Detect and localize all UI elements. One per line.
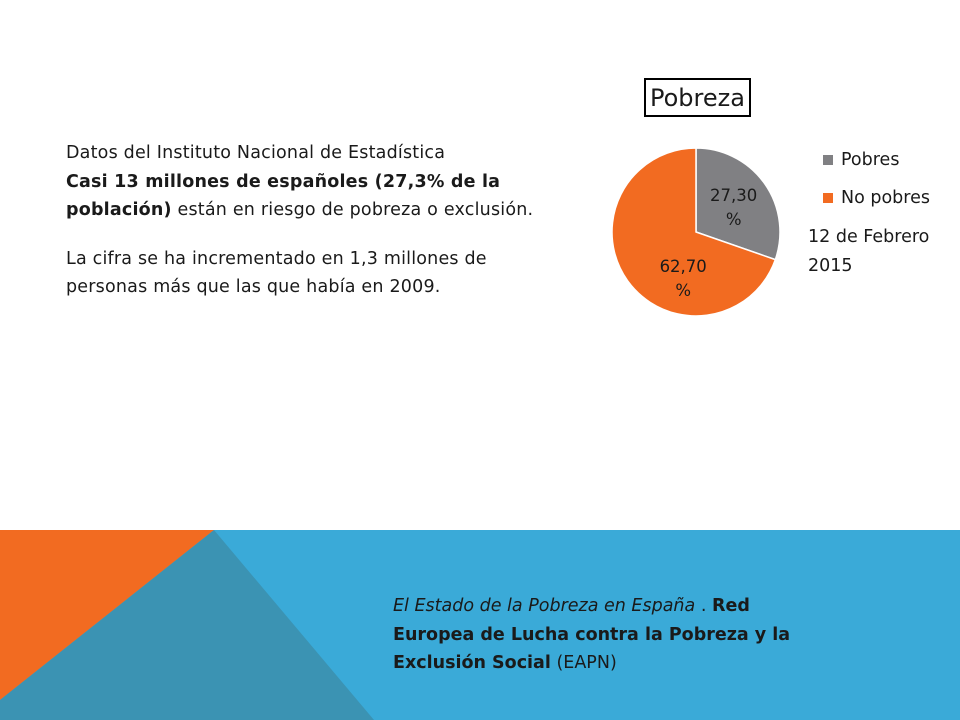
chart-legend: Pobres No pobres	[823, 150, 930, 226]
date-note: 12 de Febrero 2015	[808, 227, 930, 276]
pie-label-no-pobres: 62,70%	[660, 257, 707, 300]
pie-chart: 27,30 %62,70%	[611, 147, 781, 317]
body-paragraph-1: Datos del Instituto Nacional de Estadíst…	[66, 139, 536, 225]
body-line-1: Datos del Instituto Nacional de Estadíst…	[66, 143, 446, 163]
legend-label-pobres: Pobres	[841, 150, 900, 170]
pie-slice-pobres	[695, 147, 781, 261]
body-text: Datos del Instituto Nacional de Estadíst…	[66, 139, 536, 302]
footer-separator: .	[695, 596, 712, 616]
footer-tail: (EAPN)	[550, 653, 617, 673]
pie-label-pobres: 27,30%	[710, 186, 757, 229]
legend-item-no-pobres: No pobres	[823, 188, 930, 208]
body-rest-statement: están en riesgo de pobreza o exclusión.	[171, 200, 534, 220]
pie-slice-no-pobres	[611, 147, 777, 317]
footer-citation: El Estado de la Pobreza en España . Red …	[393, 592, 833, 678]
footer-bold-organization: Red Europea de Lucha contra la Pobreza y…	[393, 596, 791, 673]
footer-italic-title: El Estado de la Pobreza en España	[393, 596, 696, 616]
legend-swatch-no-pobres	[823, 193, 833, 203]
footer-band-teal-triangle	[0, 530, 374, 720]
body-paragraph-2: La cifra se ha incrementado en 1,3 millo…	[66, 248, 487, 298]
body-bold-statement: Casi 13 millones de españoles (27,3% de …	[66, 171, 501, 221]
footer-band	[0, 530, 960, 720]
legend-item-pobres: Pobres	[823, 150, 930, 170]
legend-label-no-pobres: No pobres	[841, 188, 930, 208]
legend-swatch-pobres	[823, 155, 833, 165]
chart-title: Pobreza	[644, 78, 751, 117]
